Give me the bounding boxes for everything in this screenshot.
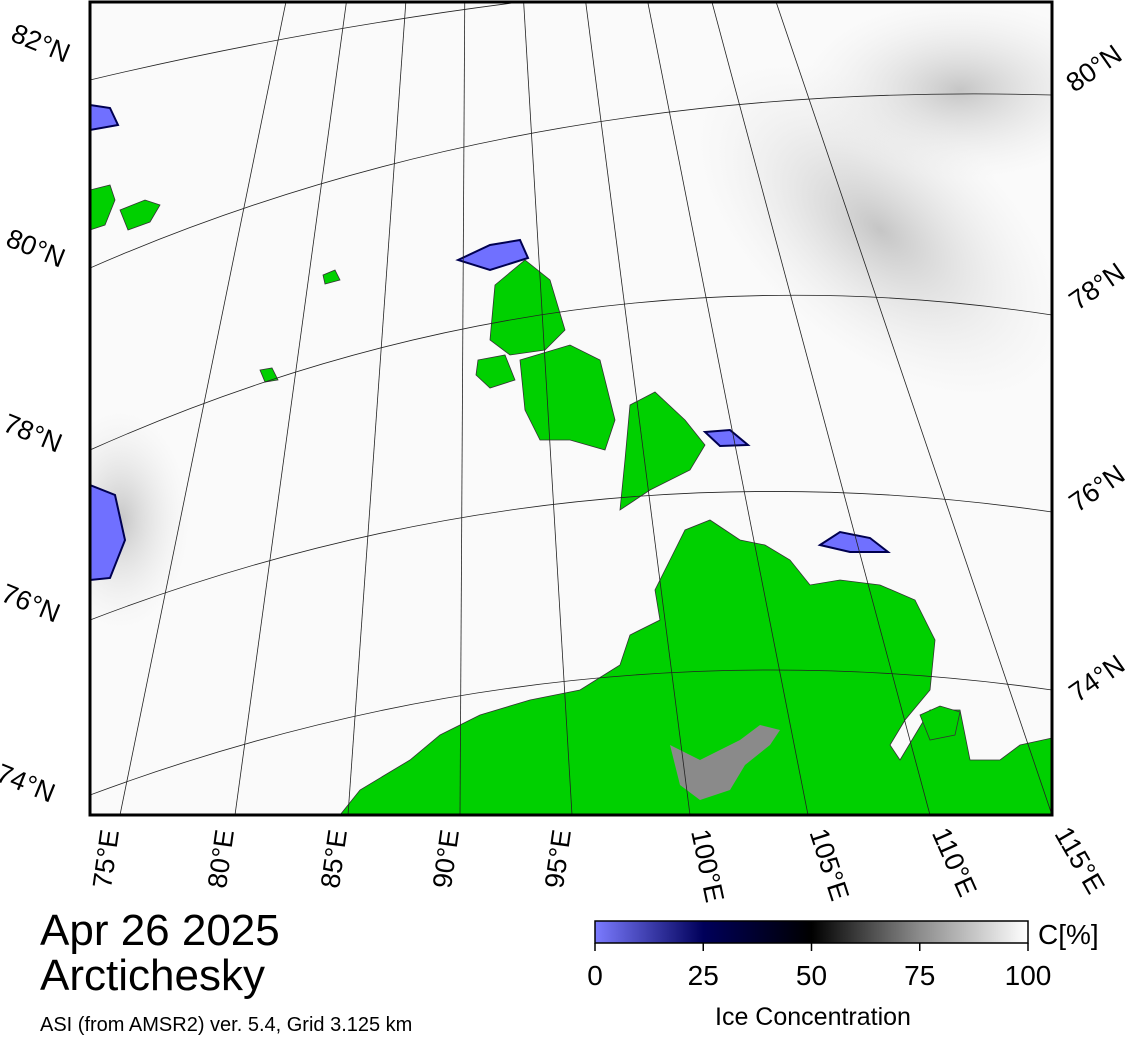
region: Arctichesky [40,951,265,1000]
longitude-label: 100°E [685,826,730,904]
latitude-label: 76°N [1064,459,1131,518]
ice-texture [90,410,190,630]
island [259,367,279,383]
island [619,391,706,511]
longitude-label: 80°E [202,828,240,890]
island [119,199,161,231]
latitude-label: 78°N [0,408,66,458]
parallel [90,2,521,81]
longitude-label: 105°E [804,825,855,905]
dry-land [670,725,780,800]
meridian [775,2,1052,815]
parallel [90,294,1052,451]
parallel [90,491,1052,621]
island [322,269,341,285]
longitude-label: 75°E [87,828,125,890]
ice-texture [800,2,1052,180]
colorbar-unit: C[%] [1038,919,1099,950]
meridian [119,2,287,815]
colorbar-tick-label: 100 [1005,960,1052,991]
meridian [234,2,347,815]
meridian [711,2,931,815]
latitude-label: 76°N [0,578,64,628]
latitude-label: 82°N [7,18,74,68]
source-note: ASI (from AMSR2) ver. 5.4, Grid 3.125 km [40,1014,412,1036]
meridian [585,2,691,815]
map-frame [88,0,1054,817]
fast-ice [90,103,120,132]
latitude-label: 74°N [0,758,59,808]
colorbar-label: Ice Concentration [715,1003,911,1031]
mainland [339,519,1052,815]
longitude-label: 95°E [539,828,577,890]
colorbar-tick-label: 75 [904,960,935,991]
fast-ice [90,483,127,582]
meridian [347,2,407,815]
longitude-label: 110°E [926,823,983,901]
colorbar-tick-label: 50 [796,960,827,991]
parallel [90,669,1052,796]
longitude-label: 85°E [315,828,353,890]
colorbar-tick-label: 25 [688,960,719,991]
island [475,354,516,389]
colorbar [594,920,1029,944]
graticule [90,2,1052,815]
ice-texture [694,61,1052,399]
colorbar-tick-label: 0 [587,960,603,991]
island [489,259,566,356]
fast-ice [455,238,530,272]
latitude-label: 80°N [1061,39,1128,98]
longitude-label: 115°E [1049,822,1111,899]
meridian [459,2,466,815]
parallel [90,93,1052,269]
fast-ice [702,428,751,448]
latitude-label: 80°N [2,223,69,273]
meridian [647,2,809,815]
meridian [523,2,573,815]
longitude-label: 90°E [427,828,465,890]
date: Apr 26 2025 [40,906,280,955]
island [90,184,116,231]
map-area [90,2,1052,815]
latitude-label: 78°N [1064,257,1131,316]
island [519,344,616,451]
island [919,705,961,741]
fast-ice [817,530,891,553]
latitude-label: 74°N [1064,649,1131,708]
